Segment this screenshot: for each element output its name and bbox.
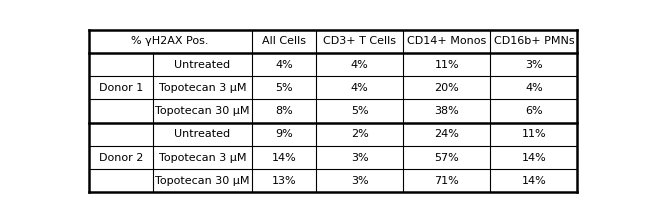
Text: 71%: 71% — [434, 176, 460, 186]
Text: 3%: 3% — [351, 176, 369, 186]
Text: 20%: 20% — [434, 83, 460, 93]
Text: Topotecan 30 μM: Topotecan 30 μM — [155, 106, 250, 116]
Text: 5%: 5% — [351, 106, 369, 116]
Text: CD14+ Monos: CD14+ Monos — [408, 36, 486, 46]
Text: 5%: 5% — [275, 83, 292, 93]
Text: 4%: 4% — [275, 60, 293, 70]
Text: Topotecan 3 μM: Topotecan 3 μM — [159, 83, 246, 93]
Text: 13%: 13% — [272, 176, 296, 186]
Text: 11%: 11% — [435, 60, 459, 70]
Text: CD16b+ PMNs: CD16b+ PMNs — [493, 36, 574, 46]
Text: Donor 2: Donor 2 — [99, 152, 143, 163]
Text: Topotecan 3 μM: Topotecan 3 μM — [159, 152, 246, 163]
Text: 11%: 11% — [521, 129, 546, 139]
Text: 14%: 14% — [521, 176, 546, 186]
Text: All Cells: All Cells — [262, 36, 306, 46]
Text: Untreated: Untreated — [174, 60, 231, 70]
Text: CD3+ T Cells: CD3+ T Cells — [323, 36, 396, 46]
Text: 4%: 4% — [525, 83, 543, 93]
Text: 57%: 57% — [434, 152, 460, 163]
Text: 8%: 8% — [275, 106, 293, 116]
Text: 9%: 9% — [275, 129, 293, 139]
Text: 14%: 14% — [272, 152, 296, 163]
Text: Topotecan 30 μM: Topotecan 30 μM — [155, 176, 250, 186]
Text: % γH2AX Pos.: % γH2AX Pos. — [131, 36, 209, 46]
Text: 38%: 38% — [434, 106, 460, 116]
Text: Untreated: Untreated — [174, 129, 231, 139]
Text: 3%: 3% — [525, 60, 543, 70]
Text: 4%: 4% — [351, 83, 369, 93]
Text: 6%: 6% — [525, 106, 543, 116]
Text: 4%: 4% — [351, 60, 369, 70]
Text: 14%: 14% — [521, 152, 546, 163]
Text: 2%: 2% — [351, 129, 369, 139]
Text: 3%: 3% — [351, 152, 369, 163]
Text: Donor 1: Donor 1 — [99, 83, 143, 93]
Text: 24%: 24% — [434, 129, 460, 139]
